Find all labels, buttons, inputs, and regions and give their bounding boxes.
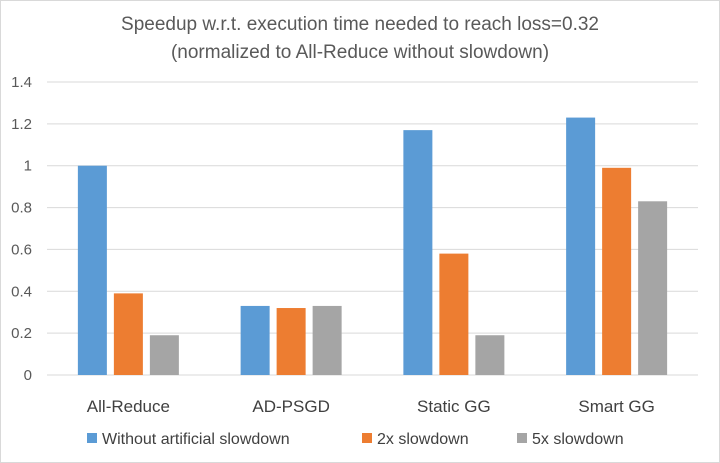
x-category-label: All-Reduce bbox=[87, 397, 170, 416]
x-axis-category-labels: All-Reduce AD-PSGD Static GG Smart GG bbox=[87, 397, 655, 416]
legend-label: 5x slowdown bbox=[532, 431, 624, 448]
gridlines bbox=[47, 81, 698, 376]
y-axis-tick-labels: 0 0.2 0.4 0.6 0.8 1 1.2 1.4 bbox=[11, 74, 32, 384]
y-tick-label: 0.4 bbox=[11, 283, 32, 300]
legend-swatch bbox=[517, 433, 527, 443]
y-tick-label: 0 bbox=[24, 367, 32, 384]
y-tick-label: 1 bbox=[24, 158, 32, 175]
chart-title: Speedup w.r.t. execution time needed to … bbox=[121, 14, 599, 35]
x-category-label: Smart GG bbox=[578, 397, 655, 416]
bar-static-gg-series-1 bbox=[439, 253, 469, 375]
legend-label: Without artificial slowdown bbox=[102, 431, 290, 448]
y-tick-label: 1.2 bbox=[11, 116, 32, 133]
bar-all-reduce-series-0 bbox=[77, 165, 107, 375]
legend-label: 2x slowdown bbox=[377, 431, 469, 448]
bar-all-reduce-series-2 bbox=[149, 335, 179, 375]
chart-subtitle: (normalized to All-Reduce without slowdo… bbox=[171, 42, 549, 63]
bar-static-gg-series-0 bbox=[403, 130, 433, 375]
bar-ad-psgd-series-1 bbox=[276, 308, 306, 375]
x-category-label: Static GG bbox=[417, 397, 491, 416]
legend: Without artificial slowdown 2x slowdown 5x… bbox=[87, 431, 624, 448]
bar-ad-psgd-series-0 bbox=[240, 305, 270, 375]
y-tick-label: 0.2 bbox=[11, 325, 32, 342]
y-tick-label: 0.6 bbox=[11, 241, 32, 258]
legend-swatch bbox=[362, 433, 372, 443]
x-category-label: AD-PSGD bbox=[252, 397, 329, 416]
bar-static-gg-series-2 bbox=[475, 335, 505, 375]
bar-smart-gg-series-1 bbox=[602, 167, 632, 375]
y-tick-label: 1.4 bbox=[11, 74, 32, 91]
bar-smart-gg-series-0 bbox=[566, 117, 596, 375]
y-tick-label: 0.8 bbox=[11, 200, 32, 217]
bars bbox=[77, 117, 668, 375]
legend-swatch bbox=[87, 433, 97, 443]
bar-all-reduce-series-1 bbox=[113, 293, 143, 375]
bar-ad-psgd-series-2 bbox=[312, 305, 342, 375]
bar-smart-gg-series-2 bbox=[638, 201, 668, 375]
